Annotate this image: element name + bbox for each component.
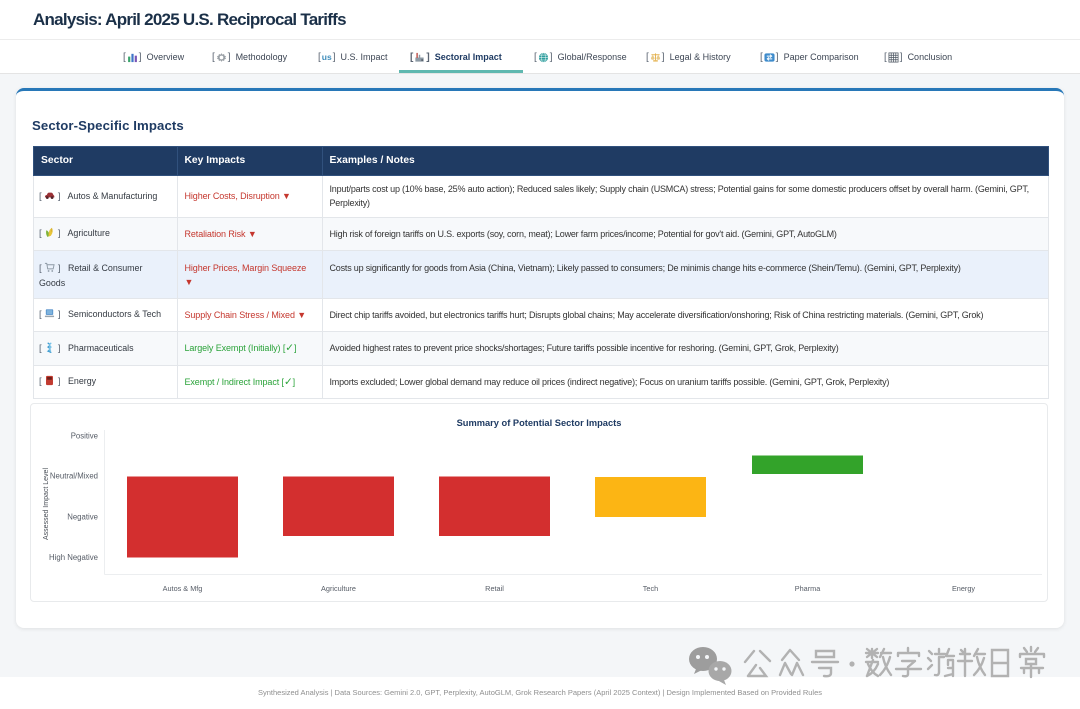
svg-text:Energy: Energy: [952, 584, 975, 593]
svg-text:Neutral/Mixed: Neutral/Mixed: [50, 472, 98, 481]
svg-text:Pharma: Pharma: [795, 584, 821, 593]
svg-text:High Negative: High Negative: [49, 553, 98, 562]
svg-text:Autos & Mfg: Autos & Mfg: [163, 584, 203, 593]
svg-text:Tech: Tech: [643, 584, 658, 593]
svg-text:Retail: Retail: [485, 584, 504, 593]
svg-text:Agriculture: Agriculture: [321, 584, 356, 593]
svg-text:Positive: Positive: [71, 432, 98, 441]
svg-text:Negative: Negative: [67, 512, 98, 521]
svg-text:Assessed Impact Level: Assessed Impact Level: [43, 468, 50, 540]
